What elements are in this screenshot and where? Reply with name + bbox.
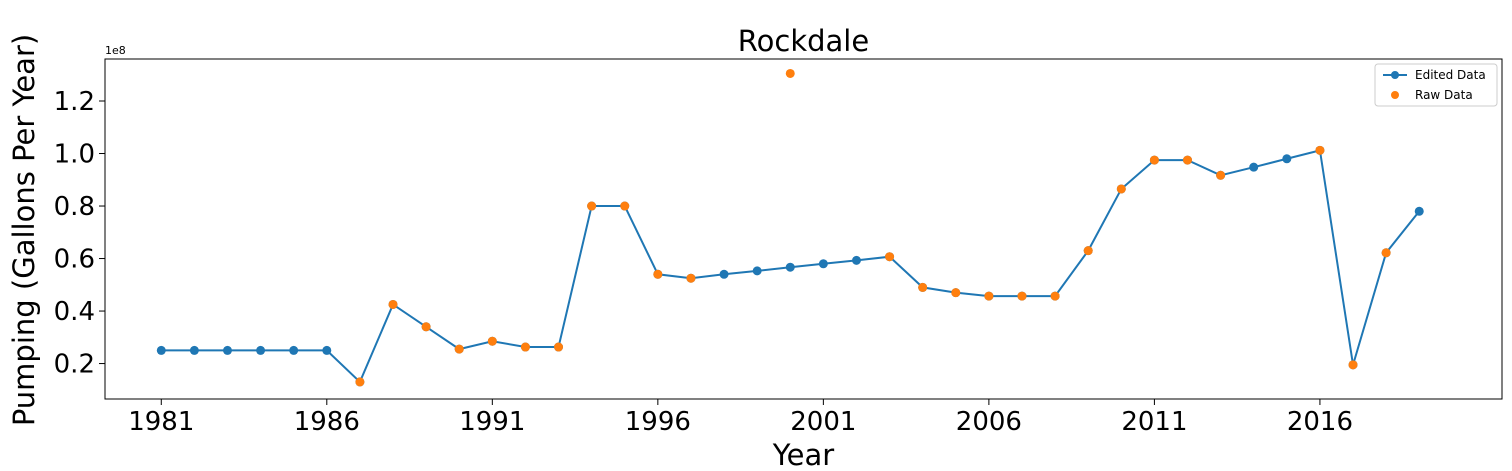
raw-data-point [421, 322, 431, 332]
edited-data-point [156, 345, 166, 355]
edited-data-point [189, 345, 199, 355]
x-tick-label: 1991 [459, 407, 525, 437]
raw-data-point [355, 377, 365, 387]
raw-data-point [1149, 155, 1159, 165]
y-tick-label: 0.2 [54, 350, 95, 380]
edited-data-point [222, 345, 232, 355]
plot-area [156, 68, 1424, 387]
legend-entry-label: Raw Data [1415, 88, 1473, 102]
edited-data-point [256, 345, 266, 355]
y-tick-label: 0.6 [54, 245, 95, 275]
raw-data-point [1183, 155, 1193, 165]
raw-data-point [1116, 184, 1126, 194]
raw-data-point [1216, 170, 1226, 180]
raw-data-point [653, 269, 663, 279]
raw-data-point [686, 273, 696, 283]
raw-data-point [554, 342, 564, 352]
edited-data-point [289, 345, 299, 355]
x-axis-label: Year [772, 438, 834, 471]
raw-data-point [885, 252, 895, 262]
raw-data-point [918, 282, 928, 292]
raw-data-point [487, 336, 497, 346]
raw-data-point [1348, 360, 1358, 370]
edited-data-point [719, 269, 729, 279]
edited-data-point [818, 259, 828, 269]
y-tick-label: 1.2 [54, 87, 95, 117]
x-tick-label: 2006 [956, 407, 1022, 437]
y-axis-offset-label: 1e8 [105, 44, 126, 57]
raw-data-point [520, 342, 530, 352]
edited-data-point [785, 262, 795, 272]
edited-data-point [322, 345, 332, 355]
raw-data-point [454, 344, 464, 354]
y-tick-label: 1.0 [54, 140, 95, 170]
raw-data-point [785, 68, 795, 78]
legend-marker-icon [1391, 91, 1399, 99]
edited-data-point [851, 255, 861, 265]
edited-data-point [1282, 154, 1292, 164]
raw-data-point [1315, 145, 1325, 155]
x-tick-label: 2016 [1287, 407, 1353, 437]
raw-data-point [984, 291, 994, 301]
raw-data-point [1050, 291, 1060, 301]
chart-title: Rockdale [738, 24, 869, 58]
x-tick-label: 1986 [294, 407, 360, 437]
x-tick-label: 1981 [128, 407, 194, 437]
raw-data-point [1083, 246, 1093, 256]
raw-data-point [951, 288, 961, 298]
edited-data-point [752, 266, 762, 276]
y-tick-label: 0.4 [54, 297, 95, 327]
legend: Edited Data Raw Data [1374, 63, 1498, 107]
plot-frame [104, 58, 1503, 400]
raw-data-point [1017, 291, 1027, 301]
edited-data-point [1249, 162, 1259, 172]
legend-marker-icon [1391, 71, 1399, 79]
y-tick-label: 0.8 [54, 192, 95, 222]
raw-data-point [620, 201, 630, 211]
x-tick-label: 2001 [790, 407, 856, 437]
axis-ticks: 1981 1986 1991 1996 2001 2006 2011 2016 0.2 0.4 0.… [54, 87, 1353, 437]
x-tick-label: 1996 [625, 407, 691, 437]
edited-data-point [1414, 206, 1424, 216]
raw-data-point [1381, 248, 1391, 258]
x-tick-label: 2011 [1121, 407, 1187, 437]
raw-data-point [388, 299, 398, 309]
raw-data-point [587, 201, 597, 211]
legend-entry-label: Edited Data [1415, 68, 1486, 82]
y-axis-label: Pumping (Gallons Per Year) [7, 34, 41, 426]
